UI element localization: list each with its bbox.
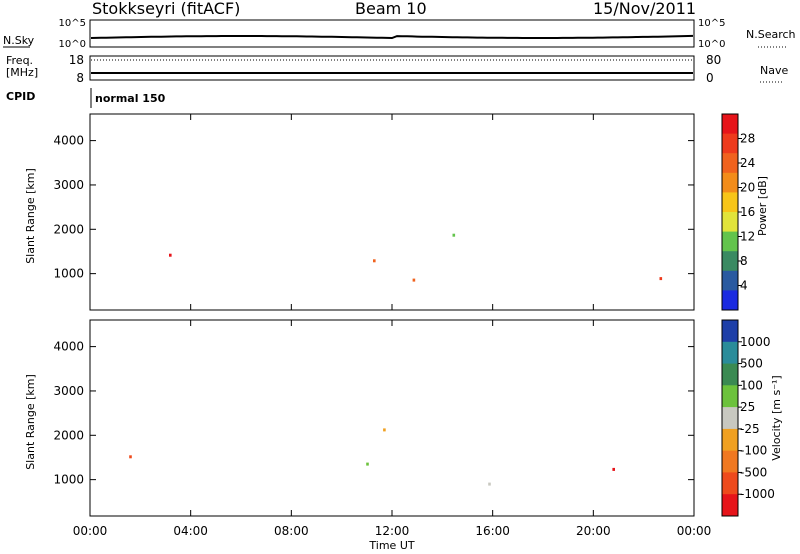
nsky-panel [89,19,695,48]
colorbar-tick-label: 28 [740,132,755,146]
x-tick-label: 04:00 [173,524,208,538]
colorbar-tick-label: 1000 [740,335,771,349]
nsky-tick-high: 10^5 [59,18,86,29]
velocity-colorbar: 1000 500 100 25 -25 -100 -500 -1000 [721,319,775,517]
colorbar-segment [722,450,738,473]
velocity-heatmap-data [129,428,615,486]
colorbar-segment [722,114,738,135]
power-panel-frame [89,113,695,311]
beam-title: Beam 10 [355,0,427,18]
cpid-text: normal 150 [95,92,166,105]
echo-cell [373,259,376,263]
colorbar-tick-label: -500 [740,465,767,479]
freq-tick-low: 8 [76,71,84,85]
colorbar-segment [722,290,738,311]
nsky-line [90,34,694,40]
nsky-label: N.Sky [3,34,35,47]
echo-cell [366,462,369,466]
colorbar-segment [722,385,738,408]
colorbar-tick-label: -25 [740,422,760,436]
echo-cell [659,277,663,281]
y-tick-label: 4000 [53,134,84,148]
y-tick-label: 2000 [53,428,84,442]
xlabel: Time UT [368,539,414,552]
colorbar-segment [722,172,738,193]
colorbar-segment [722,341,738,365]
colorbar-tick-label: 4 [740,279,748,293]
power-colorbar: 28 24 20 16 12 8 4 [721,113,755,311]
colorbar-segment [722,153,738,174]
velocity-y-axis: 1000 2000 3000 4000 [53,340,694,487]
echo-cell [452,233,456,237]
echo-cell [383,428,386,432]
nave-tick-low: 0 [706,71,714,85]
colorbar-tick-label: 100 [740,378,763,392]
colorbar-segment [722,363,738,386]
freq-label-2: [MHz] [6,66,38,79]
power-colorbar-label: Power [dB] [756,176,769,236]
colorbar-segment [722,231,738,252]
colorbar-segment [722,428,738,452]
nsearch-tick-high: 10^5 [698,18,725,29]
power-y-axis: 1000 2000 3000 4000 [53,134,694,281]
y-tick-label: 2000 [53,222,84,236]
freq-panel [89,55,695,81]
colorbar-segment [722,270,738,291]
colorbar-segment [722,472,738,495]
colorbar-segment [722,212,738,233]
colorbar-tick-label: 16 [740,205,755,219]
echo-cell [169,253,172,257]
x-tick-label: 00:00 [73,524,108,538]
colorbar-segment [722,251,738,272]
nave-tick-high: 80 [706,53,721,67]
colorbar-segment [722,407,738,430]
power-heatmap-data [169,233,663,282]
x-tick-label: 12:00 [375,524,410,538]
colorbar-segment [722,192,738,213]
colorbar-tick-label: -100 [740,444,767,458]
echo-cell [612,467,615,471]
y-tick-label: 4000 [53,340,84,354]
colorbar-tick-label: 20 [740,181,755,195]
colorbar-tick-label: 12 [740,230,755,244]
freq-label-1: Freq. [6,54,33,67]
colorbar-tick-label: 24 [740,156,755,170]
time-axis: 00:00 04:00 08:00 12:00 16:00 20:00 00:00 [73,114,712,538]
power-ylabel: Slant Range [km] [24,168,37,264]
colorbar-tick-label: 25 [740,400,755,414]
date-title: 15/Nov/2011 [593,0,696,18]
y-tick-label: 3000 [53,384,84,398]
x-tick-label: 00:00 [677,524,712,538]
y-tick-label: 3000 [53,178,84,192]
nsearch-label: N.Search [746,28,796,41]
velocity-ylabel: Slant Range [km] [24,374,37,470]
nsky-tick-low: 10^0 [59,39,86,50]
colorbar-frame [721,319,739,517]
echo-cell [488,482,491,486]
cpid-label: CPID [6,90,35,103]
colorbar-segment [722,320,738,343]
x-tick-label: 20:00 [576,524,611,538]
x-tick-label: 08:00 [274,524,309,538]
velocity-colorbar-label: Velocity [m s⁻¹] [770,375,783,460]
colorbar-segment [722,494,738,517]
velocity-panel-frame [89,319,695,517]
colorbar-segment [722,133,738,154]
y-tick-label: 1000 [53,473,84,487]
station-title: Stokkseyri (fitACF) [92,0,240,18]
freq-tick-high: 18 [69,53,84,67]
echo-cell [412,278,416,282]
echo-cell [129,455,132,459]
x-tick-label: 16:00 [475,524,510,538]
colorbar-tick-label: -1000 [740,487,775,501]
nave-label: Nave [760,64,788,77]
colorbar-tick-label: 500 [740,357,763,371]
colorbar-tick-label: 8 [740,254,748,268]
nsearch-tick-low: 10^0 [698,39,725,50]
y-tick-label: 1000 [53,267,84,281]
